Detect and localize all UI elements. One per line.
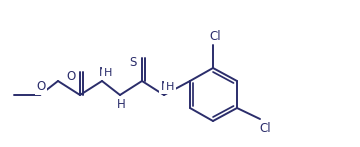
Text: O: O (66, 70, 76, 82)
Text: Cl: Cl (259, 122, 271, 135)
Text: N: N (161, 80, 169, 92)
Text: H: H (117, 98, 125, 112)
Text: Cl: Cl (209, 30, 221, 42)
Text: H: H (166, 82, 174, 92)
Text: H: H (104, 68, 112, 78)
Text: S: S (129, 56, 137, 69)
Text: O: O (36, 81, 46, 93)
Text: N: N (99, 66, 107, 78)
